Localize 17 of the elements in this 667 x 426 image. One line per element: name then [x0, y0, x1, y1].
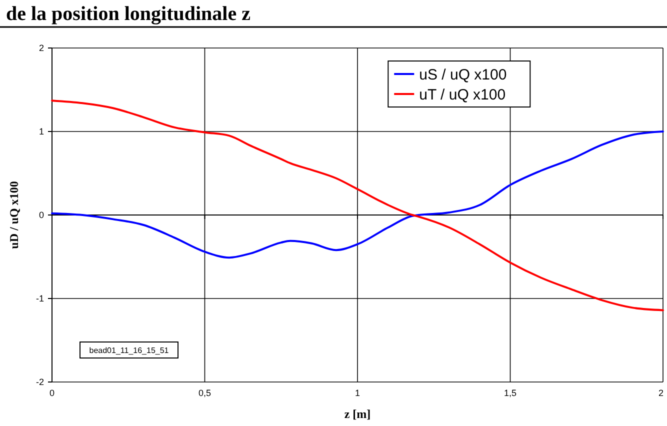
y-tick-label: 1 — [38, 126, 44, 137]
x-tick-label: 2 — [658, 388, 664, 398]
y-axis-title: uD / uQ x100 — [7, 181, 21, 249]
x-tick-label: 1 — [354, 388, 360, 398]
x-tick-label: 1,5 — [504, 388, 517, 398]
y-tick-label: -1 — [36, 294, 44, 304]
x-tick-label: 0 — [49, 388, 55, 398]
legend-label: uT / uQ x100 — [419, 86, 506, 104]
line-series — [51, 130, 664, 259]
y-tick-label: -2 — [36, 377, 44, 388]
legend-label: uS / uQ x100 — [419, 66, 507, 84]
chart-title: de la position longitudinale z — [6, 3, 251, 25]
x-axis-title: z [m] — [344, 407, 371, 421]
y-tick-label: 2 — [38, 43, 44, 54]
x-tick-label: 0,5 — [198, 388, 212, 398]
annotation: bead01_11_16_15_51 — [89, 346, 170, 355]
y-tick-label: 0 — [38, 210, 44, 220]
